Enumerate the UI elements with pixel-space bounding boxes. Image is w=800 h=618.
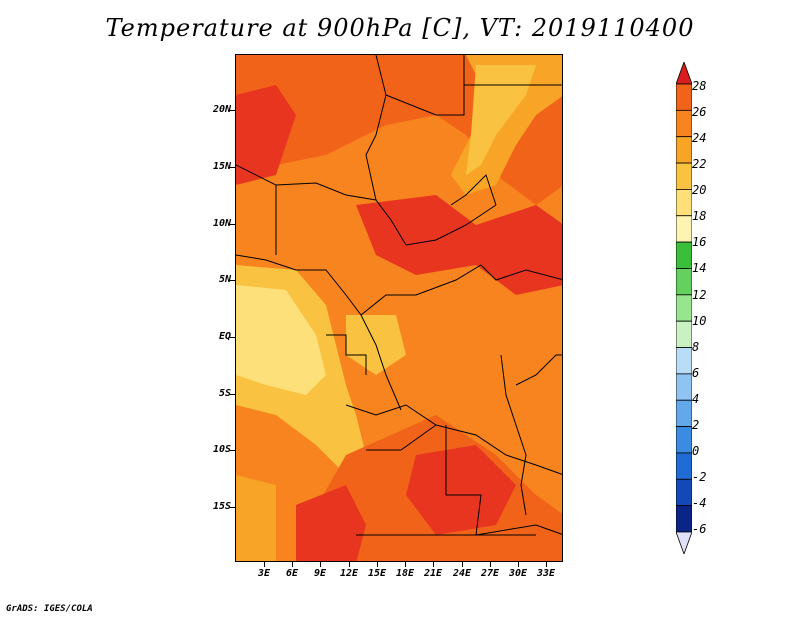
colorbar-label: 12 — [692, 288, 707, 302]
coolest-region-gulf — [236, 285, 326, 395]
colorbar-label: -4 — [692, 496, 707, 510]
footer-credit: GrADS: IGES/COLA — [6, 604, 93, 614]
colorbar-band — [675, 162, 693, 190]
lon-label: 33E — [536, 568, 556, 579]
lat-tick — [230, 337, 235, 338]
lat-tick — [230, 167, 235, 168]
lon-tick — [490, 562, 491, 567]
colorbar-band — [675, 347, 693, 375]
lat-label: 5N — [218, 274, 231, 285]
lon-label: 27E — [480, 568, 500, 579]
colorbar-label: 26 — [692, 105, 707, 119]
lon-tick — [377, 562, 378, 567]
warm-region-libya — [376, 55, 466, 125]
colorbar-label: 14 — [692, 261, 707, 275]
lon-label: 21E — [423, 568, 443, 579]
colorbar-label: 10 — [692, 314, 707, 328]
hot-region-west-sahel — [236, 85, 296, 185]
colorbar-band — [675, 241, 693, 269]
colorbar-band — [675, 505, 693, 533]
hot-region-central — [356, 195, 562, 295]
lat-label: 20N — [212, 104, 231, 115]
colorbar-label: 24 — [692, 131, 707, 145]
lon-tick — [462, 562, 463, 567]
colorbar-top-triangle — [675, 60, 693, 85]
lat-label: EQ — [218, 331, 231, 342]
ocean-southwest — [236, 475, 276, 561]
colorbar-band — [675, 426, 693, 454]
colorbar-label: 18 — [692, 209, 707, 223]
colorbar-label: -6 — [692, 522, 707, 536]
temperature-map — [235, 54, 563, 562]
lon-label: 12E — [339, 568, 359, 579]
colorbar-band — [675, 399, 693, 427]
lat-label: 10N — [212, 218, 231, 229]
lon-tick — [320, 562, 321, 567]
hot-region-southwest — [296, 485, 366, 561]
chart-title: Temperature at 900hPa [C], VT: 201911040… — [105, 14, 695, 42]
colorbar-band — [675, 109, 693, 138]
lat-label: 15N — [212, 161, 231, 172]
colorbar-band — [675, 452, 693, 480]
map-canvas — [236, 55, 562, 561]
colorbar-band — [675, 136, 693, 164]
cool-plume-northeast — [466, 65, 536, 175]
lon-tick — [349, 562, 350, 567]
lon-tick — [264, 562, 265, 567]
colorbar-label: 4 — [692, 392, 700, 406]
lon-label: 30E — [508, 568, 528, 579]
lon-tick — [433, 562, 434, 567]
colorbar-band — [675, 373, 693, 401]
lat-label: 10S — [212, 444, 231, 455]
colorbar-bottom-triangle — [675, 531, 693, 556]
colorbar-band — [675, 215, 693, 243]
colorbar-band — [675, 83, 693, 111]
colorbar-label: 6 — [692, 366, 700, 380]
lat-tick — [230, 224, 235, 225]
lat-tick — [230, 507, 235, 508]
lon-label: 24E — [452, 568, 472, 579]
colorbar-label: -2 — [692, 470, 707, 484]
lat-tick — [230, 110, 235, 111]
lon-tick — [546, 562, 547, 567]
colorbar-band — [675, 320, 693, 348]
colorbar-label: 22 — [692, 157, 707, 171]
lon-label: 15E — [367, 568, 387, 579]
colorbar-label: 0 — [692, 444, 700, 458]
lon-tick — [405, 562, 406, 567]
lat-tick — [230, 450, 235, 451]
lat-tick — [230, 394, 235, 395]
colorbar-band — [675, 478, 693, 507]
country-boundaries — [236, 55, 562, 536]
lon-label: 6E — [285, 568, 299, 579]
colorbar-svg — [675, 60, 693, 556]
colorbar-band — [675, 268, 693, 296]
colorbar-band — [675, 294, 693, 322]
lat-tick — [230, 280, 235, 281]
colorbar-label: 8 — [692, 340, 700, 354]
colorbar-label: 16 — [692, 235, 707, 249]
lon-label: 18E — [395, 568, 415, 579]
lon-label: 9E — [313, 568, 327, 579]
colorbar-label: 20 — [692, 183, 707, 197]
lat-label: 15S — [212, 501, 231, 512]
lon-tick — [518, 562, 519, 567]
colorbar-label: 2 — [692, 418, 700, 432]
colorbar-label: 28 — [692, 79, 707, 93]
hot-region-southcentral — [406, 445, 516, 535]
lat-label: 5S — [218, 388, 231, 399]
colorbar-band — [675, 189, 693, 217]
lon-tick — [292, 562, 293, 567]
colorbar — [675, 60, 693, 556]
lon-label: 3E — [257, 568, 271, 579]
